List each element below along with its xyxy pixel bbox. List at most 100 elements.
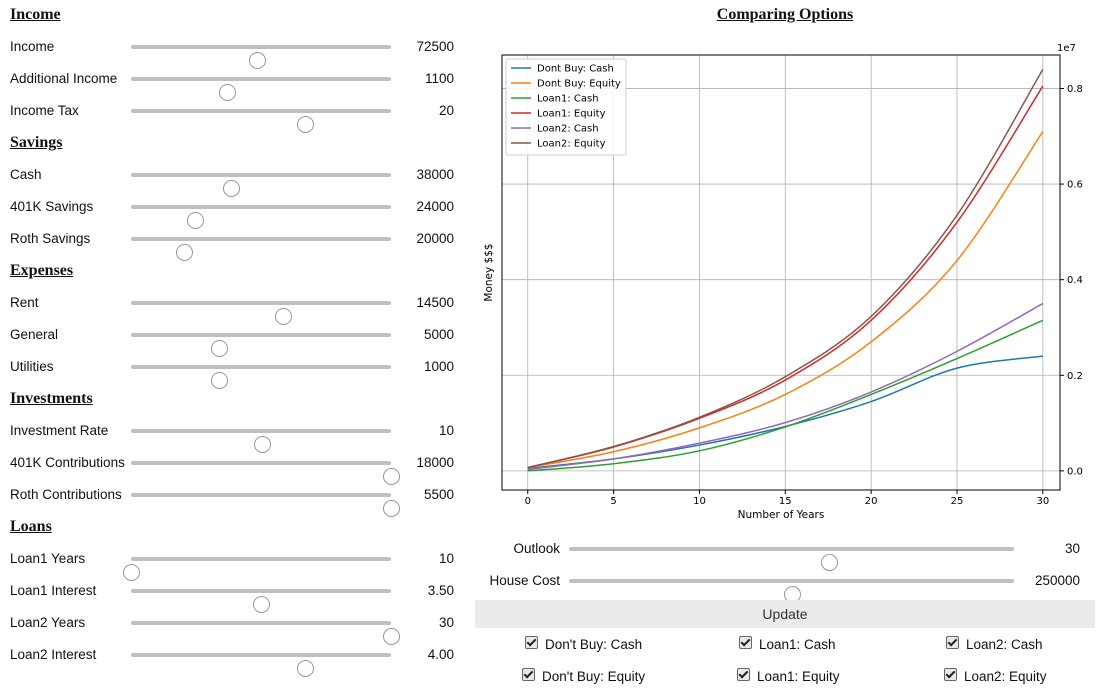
x-tick-label: 30 bbox=[1036, 496, 1049, 507]
loan1-interest-slider-row: Loan1 Interest 3.50 bbox=[0, 575, 470, 613]
loan2-interest-slider[interactable] bbox=[131, 653, 391, 677]
legend-box bbox=[505, 58, 627, 156]
income-slider[interactable] bbox=[131, 45, 391, 69]
legend-label: Loan1: Cash bbox=[537, 94, 599, 105]
x-tick-label: 5 bbox=[610, 496, 616, 507]
slider-value: 10 bbox=[438, 551, 454, 566]
slider-handle[interactable] bbox=[821, 554, 839, 571]
slider-handle[interactable] bbox=[253, 596, 270, 613]
inputs-panel: Income Income 72500 Additional Income 11… bbox=[0, 0, 470, 692]
loan2-years-slider[interactable] bbox=[131, 621, 400, 645]
section-title-savings: Savings bbox=[10, 134, 63, 151]
additional-income-slider[interactable] bbox=[131, 77, 391, 101]
x-axis-label: Number of Years bbox=[738, 509, 825, 521]
legend-label: Dont Buy: Cash bbox=[537, 64, 614, 75]
slider-handle[interactable] bbox=[297, 660, 315, 677]
loan1-years-slider-row: Loan1 Years 10 bbox=[0, 543, 470, 581]
dont-buy-equity-checkbox[interactable]: Don't Buy: Equity bbox=[522, 666, 645, 688]
legend-label: Loan2: Cash bbox=[537, 124, 599, 135]
slider-value: 14500 bbox=[416, 295, 454, 310]
slider-label: Outlook bbox=[513, 541, 560, 556]
cash-slider-row: Cash 38000 bbox=[0, 159, 470, 197]
slider-handle[interactable] bbox=[176, 244, 194, 261]
checkbox-label: Loan1: Cash bbox=[759, 637, 836, 652]
401k-contributions-slider-row: 401K Contributions 18000 bbox=[0, 447, 470, 485]
slider-handle[interactable] bbox=[383, 500, 400, 517]
checkbox-checked-icon[interactable] bbox=[525, 635, 538, 649]
401k-contributions-slider[interactable] bbox=[131, 461, 400, 485]
slider-handle[interactable] bbox=[211, 372, 229, 389]
income-tax-slider-row: Income Tax 20 bbox=[0, 95, 470, 133]
slider-label: Loan2 Years bbox=[10, 615, 86, 630]
401k-savings-slider-row: 401K Savings 24000 bbox=[0, 191, 470, 229]
slider-handle[interactable] bbox=[383, 628, 400, 645]
checkbox-checked-icon[interactable] bbox=[522, 667, 535, 681]
y-tick-label: 0.2 bbox=[1067, 371, 1083, 382]
loan1-equity-checkbox[interactable]: Loan1: Equity bbox=[737, 666, 840, 688]
cash-slider[interactable] bbox=[131, 173, 391, 197]
slider-value: 24000 bbox=[416, 199, 454, 214]
slider-handle[interactable] bbox=[249, 52, 267, 69]
investment-rate-slider[interactable] bbox=[131, 429, 391, 453]
series-line-loan2-cash bbox=[527, 302, 1044, 471]
slider-label: Investment Rate bbox=[10, 423, 109, 438]
y-tick-label: 0.0 bbox=[1067, 466, 1083, 477]
slider-label: Cash bbox=[10, 167, 42, 182]
series-line-dont-buy-equity bbox=[527, 131, 1044, 469]
slider-handle[interactable] bbox=[223, 180, 241, 197]
loan2-equity-checkbox[interactable]: Loan2: Equity bbox=[944, 666, 1047, 688]
checkbox-checked-icon[interactable] bbox=[739, 635, 752, 649]
rent-slider[interactable] bbox=[131, 301, 391, 325]
slider-value: 30 bbox=[1064, 541, 1080, 556]
slider-handle[interactable] bbox=[275, 308, 293, 325]
401k-savings-slider[interactable] bbox=[131, 205, 391, 229]
slider-handle[interactable] bbox=[254, 436, 272, 453]
slider-label: Roth Contributions bbox=[10, 487, 122, 502]
section-title-expenses: Expenses bbox=[10, 262, 74, 279]
slider-value: 38000 bbox=[416, 167, 454, 182]
dont-buy-cash-checkbox[interactable]: Don't Buy: Cash bbox=[525, 634, 642, 656]
x-tick-label: 25 bbox=[951, 496, 964, 507]
slider-handle[interactable] bbox=[297, 116, 315, 133]
loan1-interest-slider[interactable] bbox=[131, 589, 391, 613]
slider-handle[interactable] bbox=[211, 340, 229, 357]
house-cost-slider[interactable] bbox=[569, 579, 1014, 603]
comparison-line-chart: 0 5 10 15 20 25 30 0.0 0.2 0.4 0.6 0.8 1e7 Number o… bbox=[483, 43, 1083, 521]
roth-savings-slider[interactable] bbox=[131, 237, 391, 261]
slider-handle[interactable] bbox=[383, 468, 400, 485]
section-title-income: Income bbox=[10, 6, 61, 23]
x-tick-label: 15 bbox=[779, 496, 792, 507]
slider-label: Income Tax bbox=[10, 103, 79, 118]
slider-label: Income bbox=[10, 39, 55, 54]
slider-handle[interactable] bbox=[219, 84, 237, 101]
loan1-cash-checkbox[interactable]: Loan1: Cash bbox=[739, 634, 836, 656]
loan2-cash-checkbox[interactable]: Loan2: Cash bbox=[946, 634, 1043, 656]
roth-contributions-slider[interactable] bbox=[131, 493, 400, 517]
slider-value: 5500 bbox=[423, 487, 454, 502]
update-button[interactable]: Update bbox=[475, 600, 1095, 628]
slider-label: 401K Contributions bbox=[10, 455, 125, 470]
slider-value: 1100 bbox=[424, 71, 454, 86]
utilities-slider[interactable] bbox=[131, 365, 391, 389]
loan1-years-slider[interactable] bbox=[123, 557, 391, 581]
slider-value: 10 bbox=[438, 423, 454, 438]
slider-value: 4.00 bbox=[427, 647, 454, 662]
y-axis-multiplier: 1e7 bbox=[1057, 43, 1076, 54]
slider-handle[interactable] bbox=[123, 564, 140, 581]
slider-value: 5000 bbox=[423, 327, 454, 342]
loan2-years-slider-row: Loan2 Years 30 bbox=[0, 607, 470, 645]
general-slider-row: General 5000 bbox=[0, 319, 470, 357]
checkbox-label: Don't Buy: Equity bbox=[542, 669, 646, 684]
y-tick-label: 0.4 bbox=[1067, 275, 1083, 286]
slider-label: Loan1 Years bbox=[10, 551, 86, 566]
checkbox-checked-icon[interactable] bbox=[944, 667, 957, 681]
checkbox-checked-icon[interactable] bbox=[737, 667, 750, 681]
general-slider[interactable] bbox=[131, 333, 391, 357]
slider-handle[interactable] bbox=[186, 212, 204, 229]
slider-label: Loan1 Interest bbox=[10, 583, 97, 598]
outlook-slider[interactable] bbox=[569, 547, 1014, 571]
checkbox-checked-icon[interactable] bbox=[946, 635, 959, 649]
checkbox-label: Don't Buy: Cash bbox=[545, 637, 643, 652]
income-slider-row: Income 72500 bbox=[0, 31, 470, 69]
income-tax-slider[interactable] bbox=[131, 109, 391, 133]
